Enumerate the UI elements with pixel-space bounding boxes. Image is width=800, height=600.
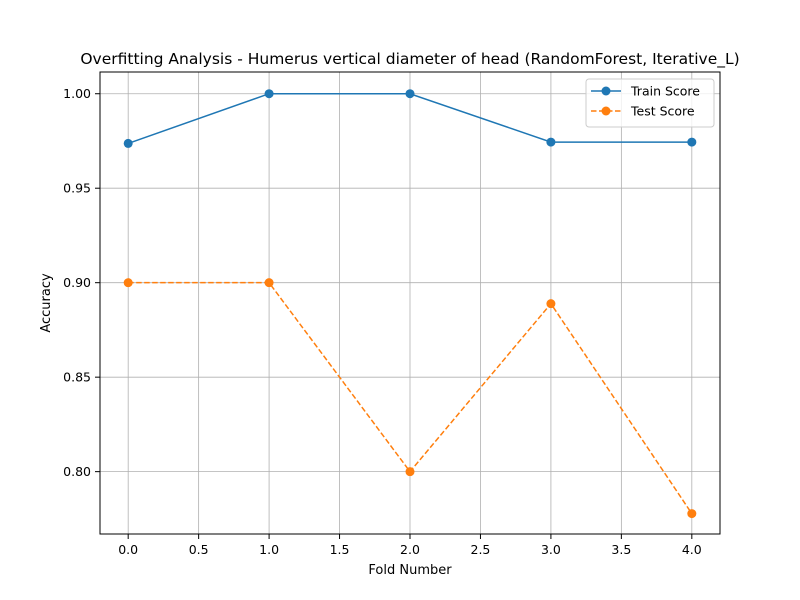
x-tick-label: 0.0 bbox=[118, 542, 138, 557]
x-axis-label: Fold Number bbox=[368, 563, 452, 578]
y-tick-label: 0.80 bbox=[63, 464, 91, 479]
train-score-point bbox=[546, 137, 556, 147]
x-tick-label: 1.0 bbox=[259, 542, 279, 557]
legend: Train Score Test Score bbox=[585, 78, 715, 128]
series-layer bbox=[123, 89, 697, 519]
train-score-point bbox=[123, 138, 133, 148]
x-tick-label: 1.5 bbox=[330, 542, 350, 557]
x-tick-label: 3.0 bbox=[541, 542, 561, 557]
y-tick-label: 1.00 bbox=[63, 86, 91, 101]
x-tick-label: 4.0 bbox=[682, 542, 702, 557]
legend-test-score-label: Test Score bbox=[630, 104, 695, 119]
x-tick-label: 2.5 bbox=[471, 542, 491, 557]
train-score-point bbox=[405, 89, 415, 99]
train-score-point bbox=[687, 137, 697, 147]
train-score-point bbox=[264, 89, 274, 99]
chart-title: Overfitting Analysis - Humerus vertical … bbox=[80, 50, 739, 69]
y-tick-label: 0.95 bbox=[63, 181, 91, 196]
y-axis-label: Accuracy bbox=[39, 273, 54, 333]
x-tick-label: 2.0 bbox=[400, 542, 420, 557]
test-score-point bbox=[405, 467, 415, 477]
legend-train-score-label: Train Score bbox=[630, 84, 700, 99]
y-tick-label: 0.85 bbox=[63, 370, 91, 385]
test-score-point bbox=[546, 299, 556, 309]
legend-test-score-marker bbox=[601, 106, 611, 116]
legend-train-score-marker bbox=[601, 86, 611, 96]
test-score-point bbox=[123, 278, 133, 288]
test-score-point bbox=[687, 509, 697, 519]
y-tick-label: 0.90 bbox=[63, 275, 91, 290]
ticks: 0.0 0.5 1.0 1.5 2.0 2.5 3.0 3.5 4.0 0.80 0.85 0.90 0… bbox=[63, 86, 702, 557]
x-tick-label: 0.5 bbox=[189, 542, 209, 557]
test-score-point bbox=[264, 278, 274, 288]
x-tick-label: 3.5 bbox=[611, 542, 631, 557]
